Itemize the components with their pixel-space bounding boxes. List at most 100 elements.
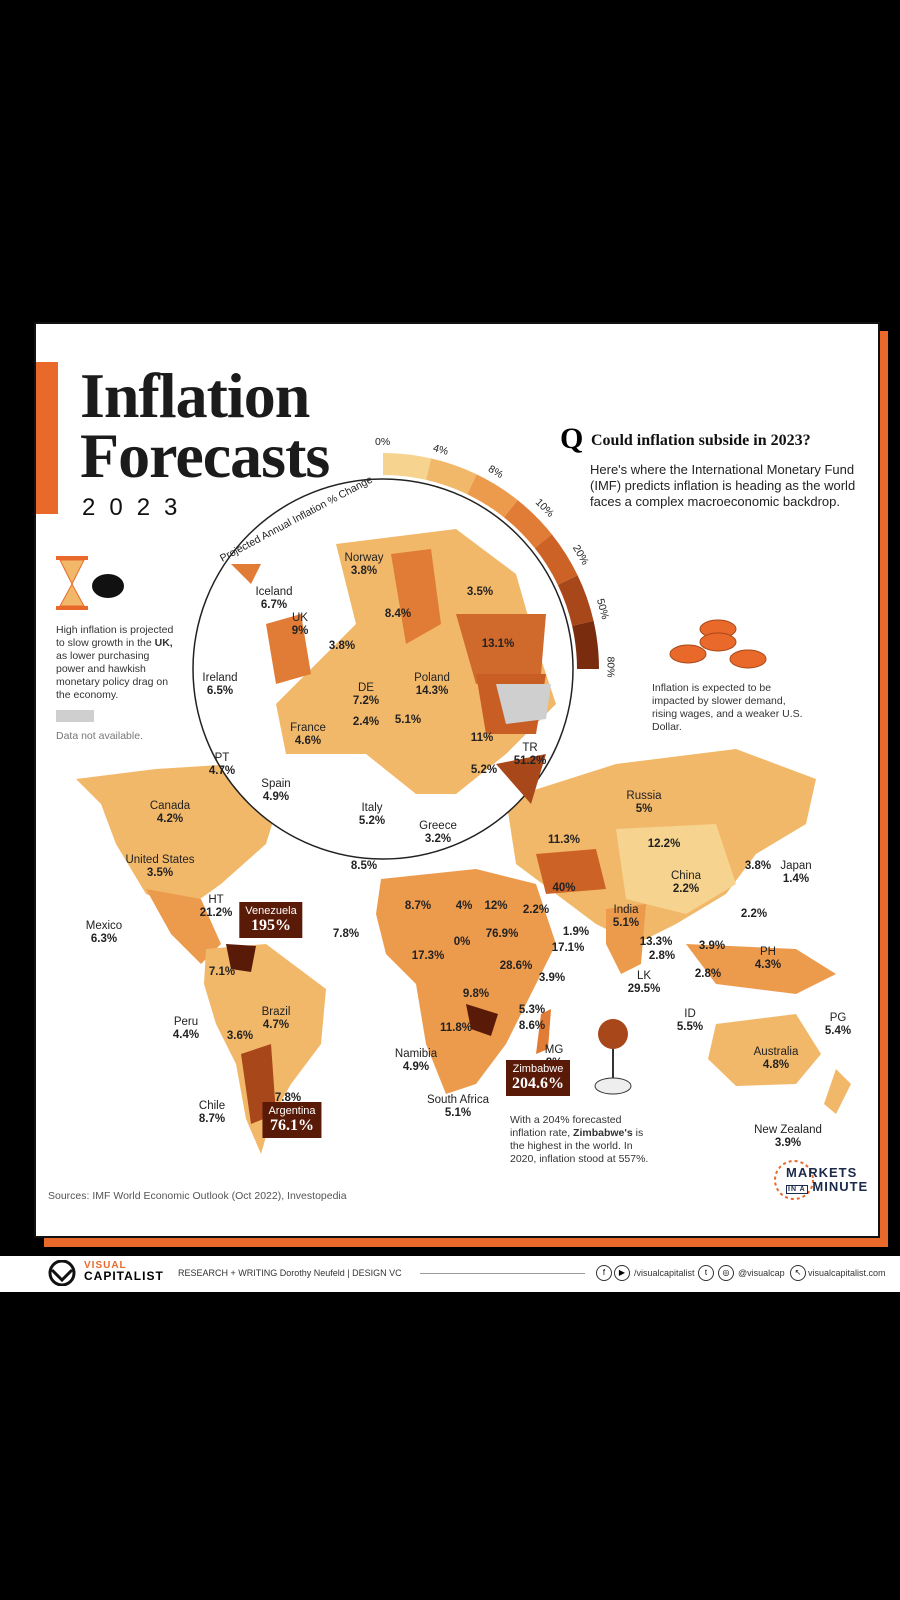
handle-visualcapitalist[interactable]: /visualcapitalist xyxy=(634,1268,695,1278)
country-label: 3.6% xyxy=(227,1030,253,1043)
uk-shape xyxy=(266,614,311,684)
footer: VISUAL CAPITALIST RESEARCH + WRITING Dor… xyxy=(0,1256,900,1292)
country-label: Brazil 4.7% xyxy=(262,1006,291,1032)
country-value: 11% xyxy=(470,732,494,744)
country-label: Mexico 6.3% xyxy=(86,920,122,946)
twitter-icon[interactable]: t xyxy=(698,1265,714,1281)
country-label: 13.3% xyxy=(640,936,673,949)
handle-visualcap[interactable]: @visualcap xyxy=(738,1268,785,1278)
country-label: Japan 1.4% xyxy=(780,860,811,886)
country-value: 6.3% xyxy=(90,933,118,945)
country-name: Canada xyxy=(149,800,191,812)
scale-arc xyxy=(382,453,599,670)
sweden-shape xyxy=(391,549,441,644)
country-label: 9.8% xyxy=(463,988,489,1001)
country-name: UK xyxy=(292,612,308,624)
zimbabwe-shape xyxy=(466,1004,498,1036)
country-name: Greece xyxy=(419,820,457,832)
coins-icon xyxy=(669,619,767,669)
description: Here's where the International Monetary … xyxy=(590,462,856,509)
country-label: 76.9% xyxy=(486,928,519,941)
zimbabwe-note-part1: With a 204% forecasted inflation rate, xyxy=(510,1114,622,1139)
country-value: 3.9% xyxy=(774,1137,802,1149)
country-value: 3.8% xyxy=(744,860,772,872)
country-name: Japan xyxy=(780,860,812,872)
country-value: 2.2% xyxy=(672,883,700,895)
india-shape xyxy=(606,904,646,974)
madagascar-shape xyxy=(536,1009,551,1054)
facebook-icon[interactable]: f xyxy=(596,1265,612,1281)
youtube-icon[interactable]: ▶ xyxy=(614,1265,630,1281)
country-value: 11.8% xyxy=(440,1022,472,1034)
country-label: ID 5.5% xyxy=(677,1008,703,1034)
country-value: 29.5% xyxy=(627,983,661,995)
country-label: PT 4.7% xyxy=(209,752,235,778)
country-name: TR xyxy=(522,742,538,754)
country-name: Ireland xyxy=(202,672,238,684)
highlight-box-zimbabwe: Zimbabwe 204.6% xyxy=(506,1060,570,1096)
country-label: Chile 8.7% xyxy=(199,1100,225,1126)
country-label: 11% xyxy=(471,732,493,745)
country-value: 3.8% xyxy=(350,565,378,577)
country-label: 4% xyxy=(456,900,473,913)
new-zealand-shape xyxy=(824,1069,851,1114)
country-value: 8.7% xyxy=(404,900,432,912)
country-value: 9% xyxy=(291,625,309,637)
country-label: 40% xyxy=(552,882,575,895)
country-value: 5% xyxy=(635,803,653,815)
highlight-name: Venezuela xyxy=(245,905,297,917)
country-value: 51.2% xyxy=(513,755,547,767)
country-value: 3.5% xyxy=(466,586,494,598)
zimbabwe-note-part2: is the highest in the world. In 2020, in… xyxy=(510,1127,649,1165)
country-value: 4.4% xyxy=(172,1029,200,1041)
country-name: Italy xyxy=(361,802,383,814)
brand-wordmark[interactable]: VISUAL CAPITALIST xyxy=(84,1260,164,1282)
country-label: Iceland 6.7% xyxy=(255,586,292,612)
country-label: 3.9% xyxy=(539,972,565,985)
africa-shape xyxy=(376,869,556,1094)
country-value: 7.1% xyxy=(208,966,236,978)
scale-segment xyxy=(425,458,477,495)
scale-segment xyxy=(557,575,594,627)
cursor-icon[interactable]: ↖ xyxy=(790,1265,806,1281)
instagram-icon[interactable]: ◎ xyxy=(718,1265,734,1281)
country-value: 5.4% xyxy=(824,1025,852,1037)
country-name: Brazil xyxy=(261,1006,291,1018)
country-value: 4.3% xyxy=(754,959,782,971)
country-label: 2.8% xyxy=(649,950,675,963)
country-label: 5.1% xyxy=(395,714,421,727)
country-value: 13.1% xyxy=(481,638,515,650)
site-link[interactable]: visualcapitalist.com xyxy=(808,1268,886,1278)
highlight-box-argentina: Argentina 76.1% xyxy=(262,1102,322,1138)
country-label: PH 4.3% xyxy=(755,946,781,972)
country-label: 28.6% xyxy=(500,960,533,973)
country-value: 12.2% xyxy=(647,838,681,850)
country-name: MG xyxy=(544,1044,564,1056)
country-label: 8.6% xyxy=(519,1020,545,1033)
country-value: 4.9% xyxy=(402,1061,430,1073)
country-name: PH xyxy=(760,946,776,958)
turkey-shape xyxy=(496,754,546,804)
country-value: 2.2% xyxy=(740,908,768,920)
iceland-shape xyxy=(231,564,261,584)
question-mark-q: Q xyxy=(560,422,584,455)
country-label: LK 29.5% xyxy=(628,970,661,996)
highlight-value: 195% xyxy=(250,917,291,934)
na-swatch xyxy=(56,710,94,722)
country-value: 14.3% xyxy=(415,685,449,697)
scale-segment xyxy=(466,474,518,518)
country-name: Peru xyxy=(173,1016,199,1028)
country-name: ID xyxy=(684,1008,696,1020)
title-line2: Forecasts xyxy=(80,420,330,491)
uk-note: High inflation is projected to slow grow… xyxy=(56,624,178,702)
country-value: 13.3% xyxy=(639,936,673,948)
country-label: UK 9% xyxy=(292,612,309,638)
country-label: 13.1% xyxy=(482,638,515,651)
country-name: France xyxy=(290,722,326,734)
country-name: PG xyxy=(829,1012,847,1024)
country-name: Russia xyxy=(626,790,662,802)
visual-capitalist-logo-icon xyxy=(48,1260,76,1286)
country-value: 21.2% xyxy=(199,907,233,919)
country-label: Russia 5% xyxy=(626,790,661,816)
country-value: 5.5% xyxy=(676,1021,704,1033)
